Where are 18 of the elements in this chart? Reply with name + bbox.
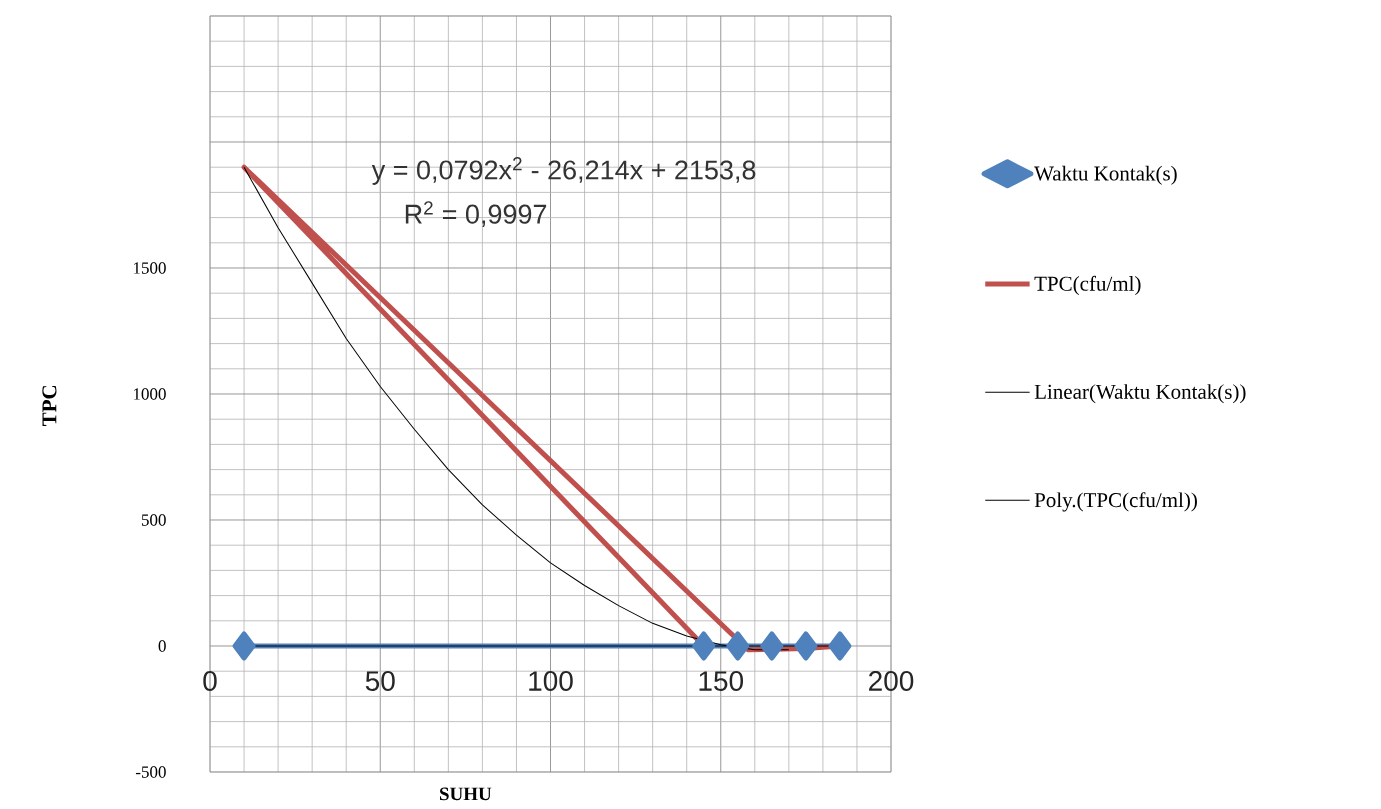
legend-label: Waktu Kontak(s) — [1034, 165, 1177, 185]
x-tick-label: 150 — [699, 671, 744, 691]
y-tick-label: 1500 — [133, 262, 166, 274]
y-axis-title: TPC — [42, 385, 57, 427]
x-axis-title: SUHU — [439, 787, 492, 801]
y-tick-label: -500 — [135, 766, 166, 778]
annotation: y = 0,0792x$^{2}$ - 26,214x + 2153,8 — [371, 157, 756, 185]
y-tick-label: 1000 — [133, 388, 166, 400]
legend-label: TPC(cfu/ml) — [1034, 275, 1141, 296]
legend-label: Linear(Waktu Kontak(s)) — [1034, 384, 1246, 404]
y-tick-label: 0 — [158, 640, 166, 652]
annotation: R$^{2}$ = 0,9997 — [405, 201, 547, 227]
x-tick-label: 50 — [365, 671, 395, 691]
legend-label: Poly.(TPC(cfu/ml)) — [1034, 492, 1197, 512]
x-tick-label: 200 — [869, 671, 914, 691]
x-tick-label: 0 — [203, 671, 217, 691]
y-tick-label: 500 — [141, 514, 166, 526]
x-tick-label: 100 — [529, 671, 573, 691]
